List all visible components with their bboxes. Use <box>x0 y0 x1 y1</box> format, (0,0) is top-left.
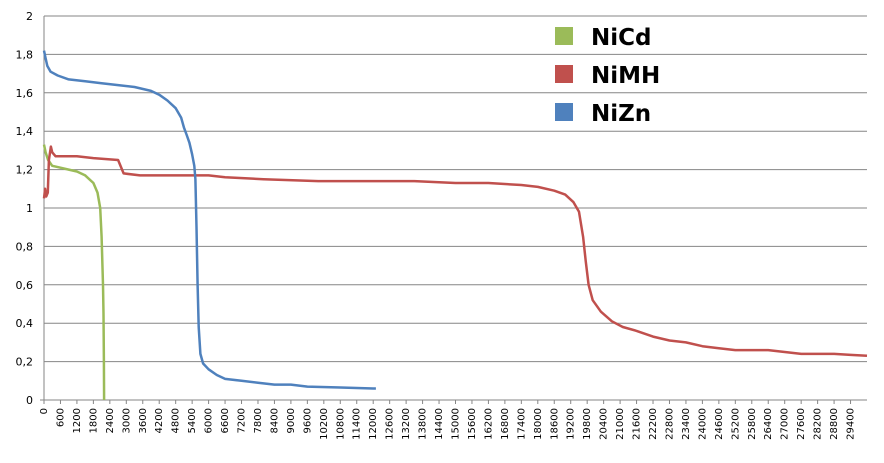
y-tick-label: 1 <box>26 202 33 215</box>
x-tick-label: 1200 <box>72 408 83 433</box>
x-tick-label: 15600 <box>467 408 478 440</box>
y-tick-label: 0,2 <box>16 356 34 369</box>
x-tick-label: 11400 <box>352 408 363 440</box>
x-tick-label: 20400 <box>599 408 610 440</box>
x-tick-label: 25800 <box>747 408 758 440</box>
series-line-nizn <box>42 50 376 390</box>
y-tick-label: 0 <box>26 394 33 407</box>
y-tick-label: 0,4 <box>16 317 34 330</box>
y-tick-label: 0,6 <box>16 279 34 292</box>
x-tick-label: 12000 <box>368 408 379 440</box>
x-tick-label: 4800 <box>171 408 182 433</box>
legend-swatch-nimh <box>555 65 573 83</box>
x-tick-label: 21000 <box>615 408 626 440</box>
x-tick-label: 4200 <box>154 408 165 433</box>
x-tick-label: 18600 <box>549 408 560 440</box>
x-tick-label: 22800 <box>664 408 675 440</box>
x-tick-label: 1800 <box>88 408 99 433</box>
series-line-nicd <box>42 144 106 401</box>
x-tick-label: 3600 <box>138 408 149 433</box>
x-tick-label: 7800 <box>253 408 264 433</box>
legend-swatch-nizn <box>555 103 573 121</box>
x-tick-label: 8400 <box>269 408 280 433</box>
y-tick-label: 1,2 <box>16 164 34 177</box>
x-tick-label: 0 <box>39 408 50 414</box>
x-tick-label: 14400 <box>434 408 445 440</box>
legend-label-nizn: NiZn <box>591 101 651 127</box>
x-tick-label: 9600 <box>302 408 313 433</box>
x-tick-label: 27600 <box>796 408 807 440</box>
x-tick-label: 24000 <box>697 408 708 440</box>
y-tick-label: 1,6 <box>16 87 34 100</box>
x-tick-label: 19800 <box>582 408 593 440</box>
x-tick-label: 5400 <box>187 408 198 433</box>
x-tick-label: 19200 <box>566 408 577 440</box>
x-tick-label: 22200 <box>648 408 659 440</box>
x-tick-label: 600 <box>55 408 66 427</box>
legend-label-nicd: NiCd <box>591 25 651 51</box>
x-tick-label: 13800 <box>418 408 429 440</box>
x-tick-label: 29400 <box>846 408 857 440</box>
legend-swatch-nicd <box>555 27 573 45</box>
x-tick-label: 28200 <box>813 408 824 440</box>
x-tick-label: 6000 <box>204 408 215 433</box>
x-tick-label: 9000 <box>286 408 297 433</box>
y-tick-label: 1,8 <box>16 48 34 61</box>
x-tick-label: 7200 <box>237 408 248 433</box>
legend-label-nimh: NiMH <box>591 63 660 89</box>
x-tick-label: 3000 <box>121 408 132 433</box>
x-tick-label: 10200 <box>319 408 330 440</box>
x-tick-label: 17400 <box>516 408 527 440</box>
x-tick-label: 12600 <box>385 408 396 440</box>
x-tick-label: 16800 <box>500 408 511 440</box>
x-tick-label: 13200 <box>401 408 412 440</box>
y-tick-label: 1,4 <box>16 125 34 138</box>
x-tick-label: 24600 <box>714 408 725 440</box>
x-tick-label: 6600 <box>220 408 231 433</box>
x-tick-label: 27000 <box>780 408 791 440</box>
series-line-nimh <box>42 145 868 358</box>
x-tick-label: 15000 <box>451 408 462 440</box>
x-tick-label: 23400 <box>681 408 692 440</box>
x-tick-label: 28800 <box>829 408 840 440</box>
x-tick-label: 21600 <box>632 408 643 440</box>
x-tick-label: 10800 <box>335 408 346 440</box>
y-tick-label: 0,8 <box>16 240 34 253</box>
x-tick-label: 26400 <box>763 408 774 440</box>
x-tick-label: 25200 <box>730 408 741 440</box>
y-tick-label: 2 <box>26 10 33 23</box>
x-tick-label: 2400 <box>105 408 116 433</box>
x-tick-label: 18000 <box>533 408 544 440</box>
x-tick-label: 16200 <box>483 408 494 440</box>
